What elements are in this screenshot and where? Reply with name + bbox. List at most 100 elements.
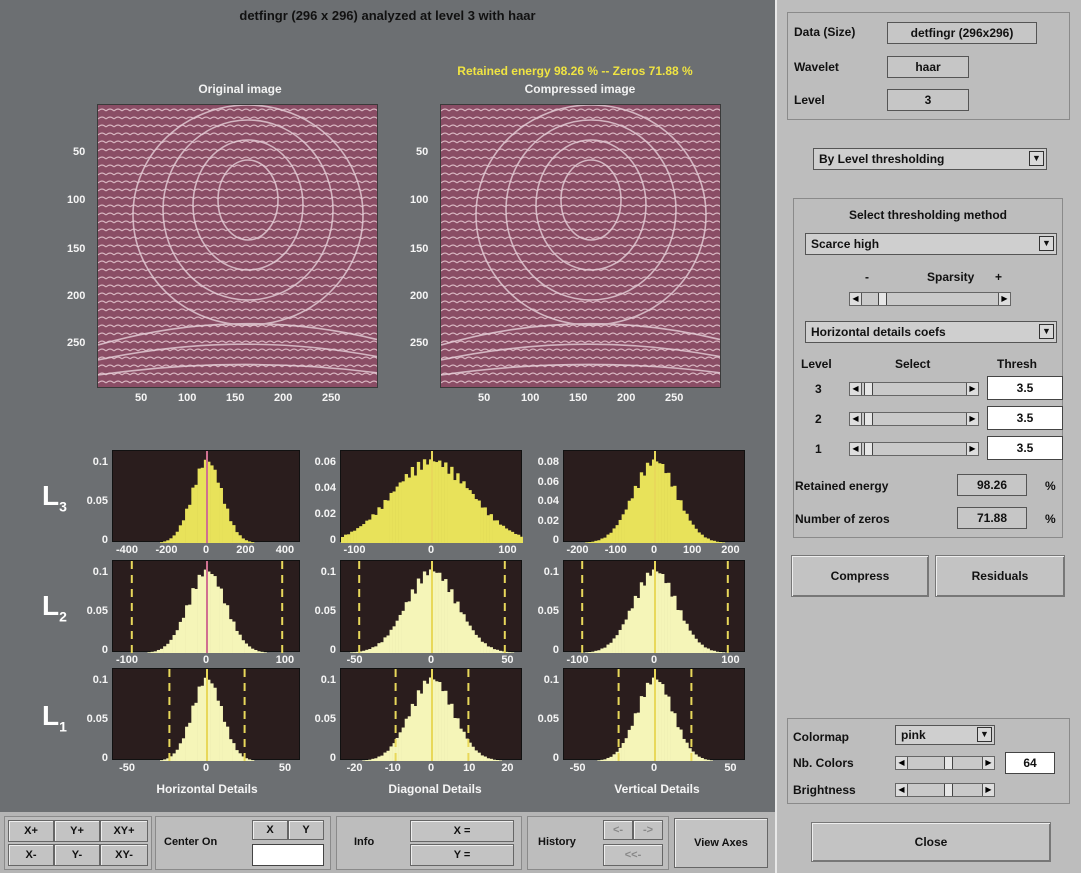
residuals-button[interactable]: Residuals (935, 555, 1065, 597)
histogram-bar (612, 638, 616, 653)
sparsity-slider[interactable]: ◀ ▶ (849, 292, 1011, 306)
coefs-select[interactable]: Horizontal details coefs ▼ (805, 321, 1057, 343)
compressed-image[interactable] (440, 104, 721, 388)
level-1-slider[interactable]: ◀ ▶ (849, 442, 979, 456)
center-value-input[interactable] (252, 844, 324, 866)
level-label: Level (794, 93, 825, 107)
level-3-thresh-input[interactable]: 3.5 (987, 376, 1063, 400)
level-3-slider[interactable]: ◀ ▶ (849, 382, 979, 396)
histogram-bar (222, 721, 227, 761)
center-y-toggle[interactable]: Y (288, 820, 324, 840)
histogram-bar (213, 469, 217, 543)
histogram-bar (404, 602, 409, 653)
slider-thumb[interactable] (878, 293, 887, 305)
brightness-slider[interactable]: ◀ ▶ (895, 783, 995, 797)
histogram-bar (495, 520, 500, 543)
histogram-bar (474, 499, 478, 543)
histogram-bar (232, 743, 236, 761)
nb-colors-slider[interactable]: ◀ ▶ (895, 756, 995, 770)
histogram-bar (477, 637, 481, 653)
histogram-horizontal-level-1[interactable] (112, 668, 300, 761)
zoom-x-minus-button[interactable]: X- (8, 844, 54, 866)
compress-button[interactable]: Compress (791, 555, 929, 597)
histogram-bar (636, 712, 641, 761)
histogram-bar (247, 759, 252, 761)
histogram-bar (438, 572, 442, 653)
histogram-bar (627, 610, 632, 653)
histogram-bar (658, 573, 662, 653)
histogram-bar (188, 504, 192, 543)
histogram-diagonal-level-3[interactable] (340, 450, 523, 543)
close-button[interactable]: Close (811, 822, 1051, 862)
histogram-diagonal-level-2[interactable] (340, 560, 522, 653)
original-image[interactable] (97, 104, 378, 388)
nb-colors-input[interactable]: 64 (1005, 752, 1055, 774)
histogram-horizontal-level-2[interactable] (112, 560, 300, 653)
slider-thumb[interactable] (864, 413, 873, 425)
history-back-button[interactable]: <- (603, 820, 633, 840)
arrow-left-icon[interactable]: ◀ (850, 293, 862, 305)
histogram-bar (450, 703, 454, 761)
percent-sign: % (1045, 479, 1056, 493)
slider-thumb[interactable] (944, 784, 953, 796)
histogram-ytick: 0 (552, 644, 559, 656)
histogram-bar (166, 643, 170, 653)
arrow-right-icon[interactable]: ▶ (982, 784, 994, 796)
view-axes-button[interactable]: View Axes (674, 818, 768, 868)
histogram-bar (241, 640, 245, 653)
histogram-bar (609, 642, 613, 653)
histogram-bar (401, 481, 405, 543)
histogram-diagonal-level-1[interactable] (340, 668, 522, 761)
zoom-y-minus-button[interactable]: Y- (54, 844, 100, 866)
histogram-xtick: 0 (202, 654, 210, 666)
histogram-bar (200, 467, 205, 543)
histogram-vertical-level-2[interactable] (563, 560, 745, 653)
level-1-thresh-input[interactable]: 3.5 (987, 436, 1063, 460)
histogram-bar (450, 466, 454, 543)
arrow-right-icon[interactable]: ▶ (966, 413, 978, 425)
zoom-xy-plus-button[interactable]: XY+ (100, 820, 148, 842)
histogram-vertical-level-3[interactable] (563, 450, 745, 543)
level-2-slider[interactable]: ◀ ▶ (849, 412, 979, 426)
histogram-bar (347, 534, 351, 543)
zoom-x-plus-button[interactable]: X+ (8, 820, 54, 842)
comp-ytick: 250 (410, 337, 429, 349)
level-label-3: L3 (42, 480, 67, 515)
arrow-right-icon[interactable]: ▶ (998, 293, 1010, 305)
histogram-ytick: 0 (552, 752, 559, 764)
arrow-left-icon[interactable]: ◀ (896, 757, 908, 769)
history-forward-button[interactable]: -> (633, 820, 663, 840)
arrow-left-icon[interactable]: ◀ (850, 413, 862, 425)
histogram-bar (474, 634, 478, 653)
histogram-bar (688, 630, 692, 653)
arrow-left-icon[interactable]: ◀ (850, 443, 862, 455)
arrow-left-icon[interactable]: ◀ (896, 784, 908, 796)
thresholding-mode-select[interactable]: By Level thresholding ▼ (813, 148, 1047, 170)
level-2-thresh-input[interactable]: 3.5 (987, 406, 1063, 430)
slider-thumb[interactable] (864, 443, 873, 455)
histogram-vertical-level-1[interactable] (563, 668, 745, 761)
histogram-bar (670, 711, 674, 761)
zoom-y-plus-button[interactable]: Y+ (54, 820, 100, 842)
col-thresh-header: Thresh (997, 357, 1038, 371)
arrow-left-icon[interactable]: ◀ (850, 383, 862, 395)
arrow-right-icon[interactable]: ▶ (966, 443, 978, 455)
center-x-toggle[interactable]: X (252, 820, 288, 840)
histogram-bar (615, 635, 619, 653)
histogram-horizontal-level-3[interactable] (112, 450, 300, 543)
zoom-xy-minus-button[interactable]: XY- (100, 844, 148, 866)
histogram-xtick: -100 (566, 654, 589, 666)
history-reset-button[interactable]: <<- (603, 844, 663, 866)
histogram-plot (585, 451, 726, 543)
histogram-bar (389, 746, 393, 761)
arrow-right-icon[interactable]: ▶ (966, 383, 978, 395)
slider-thumb[interactable] (944, 757, 953, 769)
wavelet-value: haar (887, 56, 969, 78)
histogram-xtick: 400 (275, 544, 295, 556)
colormap-select[interactable]: pink ▼ (895, 725, 995, 745)
histogram-bar (585, 652, 589, 653)
slider-thumb[interactable] (864, 383, 873, 395)
histogram-bar (432, 461, 436, 543)
thresholding-method-select[interactable]: Scarce high ▼ (805, 233, 1057, 255)
arrow-right-icon[interactable]: ▶ (982, 757, 994, 769)
